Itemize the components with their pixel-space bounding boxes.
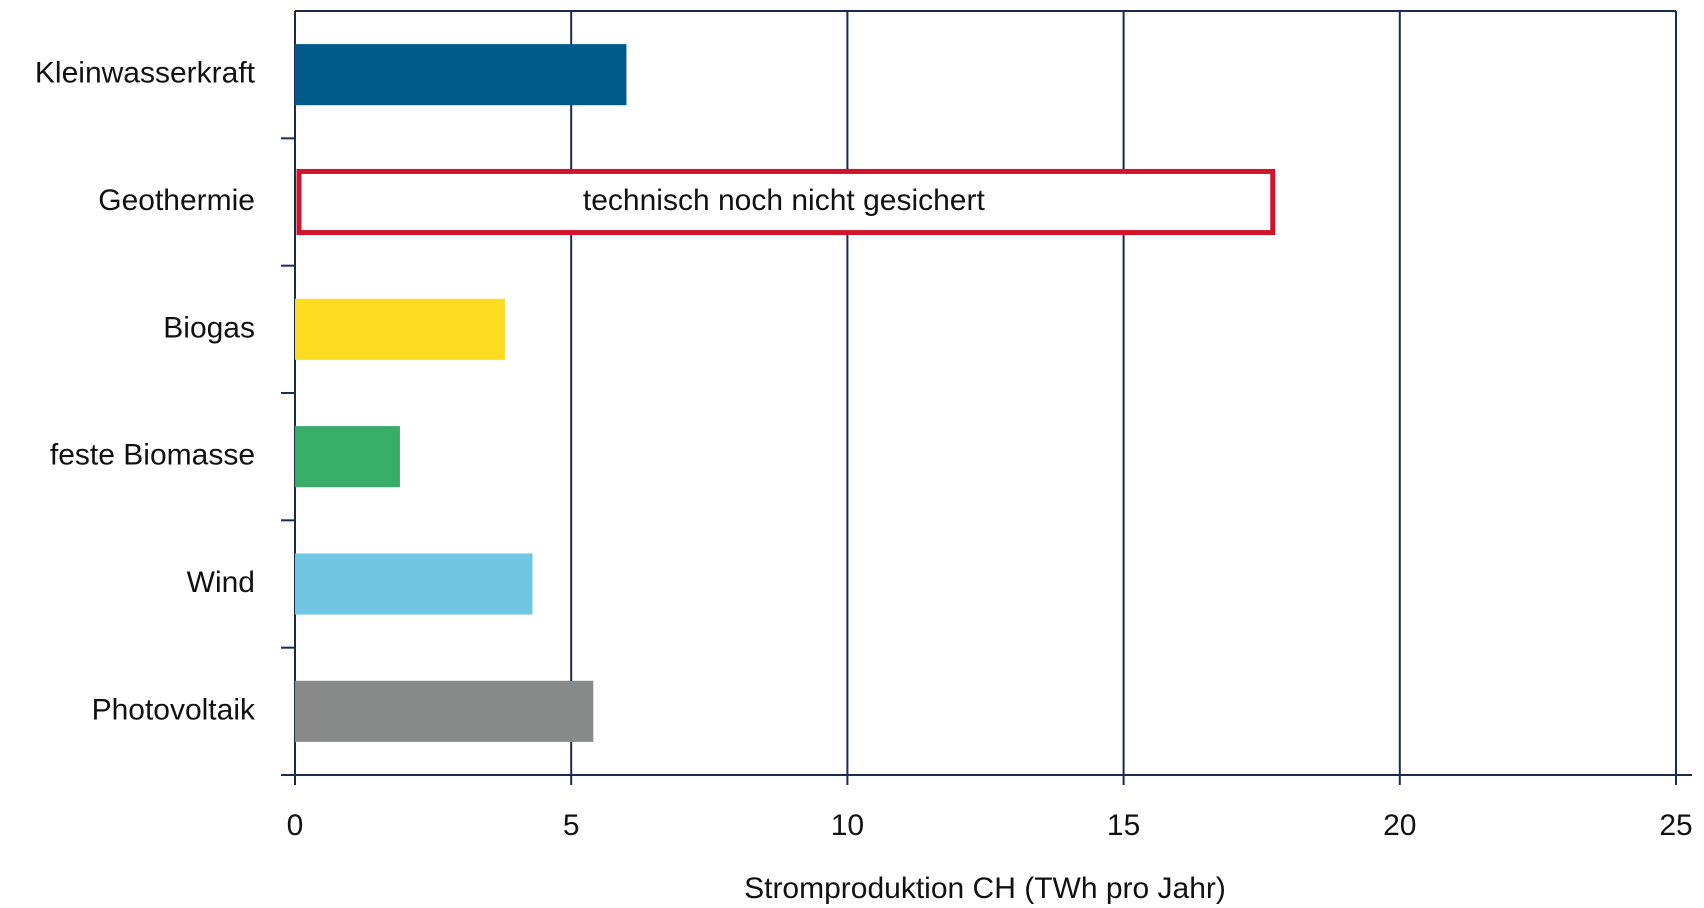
y-tick-label: Biogas [163,311,255,344]
bar [295,426,400,488]
x-tick-label: 5 [563,809,580,842]
y-tick-label: Wind [187,566,255,599]
x-tick-label: 25 [1659,809,1692,842]
x-tick-label: 20 [1383,809,1416,842]
y-tick-label: feste Biomasse [50,439,255,472]
annotation-box [296,168,1276,236]
bar [295,44,627,106]
x-tick-label: 15 [1107,809,1140,842]
y-tick-label: Photovoltaik [92,693,256,726]
x-axis-label: Stromproduktion CH (TWh pro Jahr) [744,872,1226,905]
x-tick-label: 0 [287,809,304,842]
annotation-text: technisch noch nicht gesichert [583,184,986,217]
y-tick-label: Kleinwasserkraft [35,57,256,90]
bar [295,680,594,742]
y-tick-label: Geothermie [98,184,255,217]
bar [295,553,533,615]
bar [295,298,505,360]
x-tick-label: 10 [831,809,864,842]
